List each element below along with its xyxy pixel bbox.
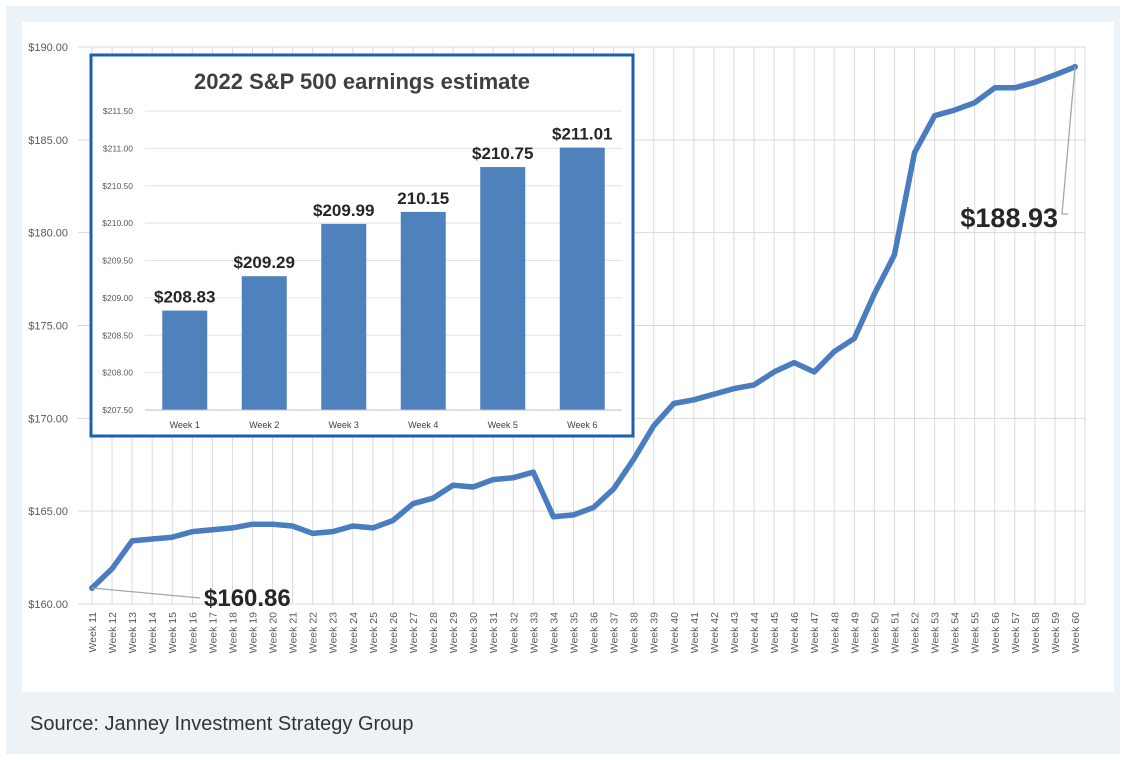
x-tick-label: Week 38: [629, 612, 641, 653]
x-tick-label: Week 25: [368, 612, 380, 653]
x-tick-label: Week 43: [729, 612, 741, 653]
x-tick-label: Week 51: [889, 612, 901, 653]
x-tick-label: Week 13: [127, 612, 139, 653]
inset-bar: [559, 147, 605, 410]
x-tick-label: Week 37: [609, 612, 621, 653]
x-tick-label: Week 40: [669, 612, 681, 653]
y-tick-label: $160.00: [28, 599, 68, 611]
x-tick-label: Week 53: [930, 612, 942, 653]
x-tick-label: Week 45: [769, 612, 781, 653]
x-tick-label: Week 14: [147, 612, 159, 653]
y-tick-label: $190.00: [28, 42, 68, 54]
end-leader-line: [1061, 66, 1076, 215]
inset-bar: [241, 276, 287, 410]
x-tick-label: Week 21: [288, 612, 300, 653]
inset-data-label: $209.29: [234, 253, 295, 272]
x-tick-label: Week 20: [268, 612, 280, 653]
inset-bar-chart: 2022 S&P 500 earnings estimate $207.50 $20…: [89, 53, 635, 438]
inset-data-label: 210.15: [397, 189, 449, 208]
inset-y-tick-label: $211.00: [103, 143, 133, 153]
x-tick-label: Week 42: [709, 612, 721, 653]
earnings-line: [89, 64, 1078, 591]
x-tick-label: Week 31: [488, 612, 500, 653]
inset-y-tick-label: $208.50: [102, 330, 133, 340]
x-tick-label: Week 52: [910, 612, 922, 653]
x-tick-label: Week 22: [308, 612, 320, 653]
x-tick-label: Week 50: [869, 612, 881, 653]
inset-x-tick-label: Week 6: [567, 420, 597, 430]
inset-y-tick-label: $211.50: [103, 106, 133, 116]
inset-y-tick-label: $209.50: [102, 256, 133, 266]
end-value-label: $188.93: [960, 203, 1058, 233]
inset-x-tick-label: Week 3: [329, 420, 359, 430]
x-tick-label: Week 59: [1050, 612, 1062, 653]
source-caption: Source: Janney Investment Strategy Group: [30, 713, 414, 735]
inset-bar: [480, 167, 526, 410]
inset-x-tick-label: Week 4: [408, 420, 438, 430]
inset-bar: [400, 211, 446, 410]
x-tick-label: Week 32: [508, 612, 520, 653]
x-tick-label: Week 17: [207, 612, 219, 653]
x-tick-label: Week 56: [990, 612, 1002, 653]
x-tick-label: Week 55: [970, 612, 982, 653]
inset-y-tick-label: $210.50: [102, 181, 133, 191]
x-tick-label: Week 58: [1030, 612, 1042, 653]
y-tick-label: $165.00: [28, 506, 68, 518]
inset-x-tick-label: Week 5: [488, 420, 518, 430]
x-tick-label: Week 33: [528, 612, 540, 653]
x-tick-label: Week 44: [749, 612, 761, 653]
x-tick-label: Week 34: [548, 612, 560, 653]
start-leader-line: [91, 587, 201, 599]
x-tick-label: Week 19: [247, 612, 259, 653]
x-tick-label: Week 47: [809, 612, 821, 653]
x-tick-label: Week 39: [649, 612, 661, 653]
inset-bar: [321, 223, 367, 410]
inset-y-tick-label: $207.50: [102, 405, 133, 415]
x-tick-label: Week 24: [348, 612, 360, 653]
x-tick-label: Week 30: [468, 612, 480, 653]
inset-data-label: $209.99: [313, 201, 374, 220]
x-tick-label: Week 18: [227, 612, 239, 653]
inset-bar: [162, 310, 208, 410]
start-value-label: $160.86: [204, 585, 291, 612]
y-tick-label: $175.00: [28, 321, 68, 333]
x-tick-label: Week 57: [1010, 612, 1022, 653]
x-tick-label: Week 28: [428, 612, 440, 653]
inset-y-tick-label: $209.00: [102, 293, 133, 303]
y-tick-label: $180.00: [28, 228, 68, 240]
x-tick-label: Week 41: [689, 612, 701, 653]
x-tick-label: Week 60: [1070, 612, 1082, 653]
x-tick-label: Week 49: [849, 612, 861, 653]
main-chart-x-axis: Week 11 Week 12 Week 13 Week 14 Week 15 Week …: [87, 612, 1082, 653]
y-tick-label: $170.00: [28, 413, 68, 425]
x-tick-label: Week 26: [388, 612, 400, 653]
inset-data-label: $211.01: [552, 125, 613, 144]
x-tick-label: Week 46: [789, 612, 801, 653]
x-tick-label: Week 48: [829, 612, 841, 653]
main-chart-annotations: $160.86 $188.93: [91, 66, 1076, 612]
inset-data-label: $210.75: [472, 144, 533, 163]
x-tick-label: Week 12: [107, 612, 119, 653]
x-tick-label: Week 16: [187, 612, 199, 653]
inset-title: 2022 S&P 500 earnings estimate: [194, 69, 530, 94]
x-tick-label: Week 36: [589, 612, 601, 653]
x-tick-label: Week 23: [328, 612, 340, 653]
inset-x-tick-label: Week 1: [170, 420, 200, 430]
inset-y-tick-label: $208.00: [102, 368, 133, 378]
x-tick-label: Week 35: [568, 612, 580, 653]
inset-data-label: $208.83: [154, 288, 215, 307]
y-tick-label: $185.00: [28, 135, 68, 147]
x-tick-label: Week 54: [950, 612, 962, 653]
x-tick-label: Week 11: [87, 612, 99, 653]
main-chart-y-axis: $160.00 $165.00 $170.00 $175.00 $180.00 $185.…: [28, 42, 68, 611]
x-tick-label: Week 15: [167, 612, 179, 653]
x-tick-label: Week 27: [408, 612, 420, 653]
inset-y-tick-label: $210.00: [102, 218, 133, 228]
inset-x-tick-label: Week 2: [249, 420, 279, 430]
x-tick-label: Week 29: [448, 612, 460, 653]
